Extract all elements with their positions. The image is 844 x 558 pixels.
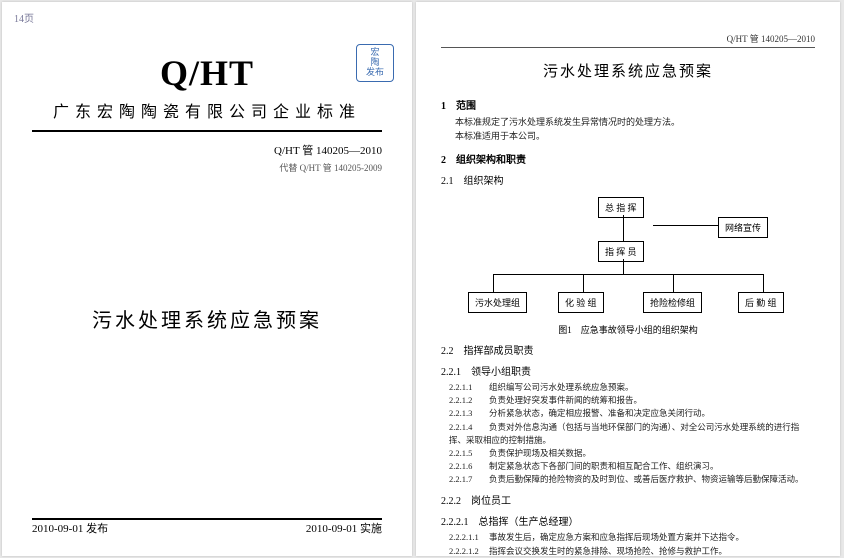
item-number: 2.2.1.3	[449, 407, 489, 420]
org-connector	[623, 259, 624, 274]
org-connector	[673, 274, 674, 292]
section-2-2-heading: 2.2 指挥部成员职责	[441, 342, 815, 357]
section-2-2-1-list: 2.2.1.1组织编写公司污水处理系统应急预案。2.2.1.2负责处理好突发事件…	[441, 381, 815, 486]
list-item: 2.2.1.6制定紧急状态下各部门间的职责和相互配合工作、组织演习。	[449, 460, 815, 473]
item-number: 2.2.1.4	[449, 421, 489, 434]
content-title: 污水处理系统应急预案	[441, 60, 815, 81]
list-item: 2.2.2.1.1事故发生后，确定应急方案和应急指挥后现场处置方案并下达指令。	[449, 531, 815, 544]
company-standard-title: 广东宏陶陶瓷有限公司企业标准	[32, 98, 382, 132]
org-box-repair: 抢险检修组	[643, 292, 702, 313]
cover-footer: 2010-09-01 发布 2010-09-01 实施	[32, 518, 382, 536]
org-box-sewage: 污水处理组	[468, 292, 527, 313]
item-number: 2.2.1.5	[449, 447, 489, 460]
item-text: 组织编写公司污水处理系统应急预案。	[489, 382, 634, 392]
org-chart: 总 指 挥 网络宣传 指 挥 员 污水处理组 化 验 组 抢险检修组 后 勤 组	[458, 197, 798, 317]
section-2-2-2-heading: 2.2.2 岗位员工	[441, 492, 815, 507]
document-title: 污水处理系统应急预案	[32, 304, 382, 333]
list-item: 2.2.1.3分析紧急状态，确定相应报警、准备和决定应急关闭行动。	[449, 407, 815, 420]
stamp-line3: 发布	[366, 68, 384, 78]
effective-date: 2010-09-01 实施	[306, 520, 382, 536]
document-number: Q/HT 管 140205—2010	[32, 142, 382, 158]
list-item: 2.2.1.5负责保护现场及相关数据。	[449, 447, 815, 460]
section-2-2-2-1-list: 2.2.2.1.1事故发生后，确定应急方案和应急指挥后现场处置方案并下达指令。2…	[441, 531, 815, 556]
page-header: Q/HT 管 140205—2010	[441, 32, 815, 48]
item-number: 2.2.1.2	[449, 394, 489, 407]
org-box-director: 指 挥 员	[598, 241, 644, 262]
section-1-text2: 本标准适用于本公司。	[455, 130, 815, 144]
org-box-logistics: 后 勤 组	[738, 292, 784, 313]
org-connector	[623, 215, 624, 241]
cover-page: 14页 宏 陶 发布 Q/HT 广东宏陶陶瓷有限公司企业标准 Q/HT 管 14…	[2, 2, 412, 556]
item-text: 负责对外信息沟通（包括与当地环保部门的沟通）、对全公司污水处理系统的进行指挥、采…	[449, 422, 799, 445]
section-2-2-2-1-heading: 2.2.2.1 总指挥（生产总经理）	[441, 513, 815, 528]
item-text: 指挥会议交换发生时的紧急排除、现场抢险、抢修与救护工作。	[489, 546, 727, 556]
org-connector	[493, 274, 494, 292]
org-connector	[493, 274, 763, 275]
org-connector	[653, 225, 718, 226]
issue-date: 2010-09-01 发布	[32, 520, 108, 536]
standard-logo: Q/HT	[32, 52, 382, 94]
list-item: 2.2.2.1.2指挥会议交换发生时的紧急排除、现场抢险、抢修与救护工作。	[449, 545, 815, 556]
item-number: 2.2.1.7	[449, 473, 489, 486]
item-text: 事故发生后，确定应急方案和应急指挥后现场处置方案并下达指令。	[489, 532, 744, 542]
list-item: 2.2.1.2负责处理好突发事件新闻的统筹和报告。	[449, 394, 815, 407]
item-number: 2.2.1.1	[449, 381, 489, 394]
item-text: 制定紧急状态下各部门间的职责和相互配合工作、组织演习。	[489, 461, 719, 471]
section-1-text1: 本标准规定了污水处理系统发生异常情况时的处理方法。	[455, 116, 815, 130]
org-box-commander: 总 指 挥	[598, 197, 644, 218]
org-connector	[763, 274, 764, 292]
item-text: 负责后勤保障的抢险物资的及时到位、或善后医疗救护、物资运输等后勤保障活动。	[489, 474, 804, 484]
section-1-heading: 1 范围	[441, 97, 815, 112]
page-number-tag: 14页	[14, 10, 34, 25]
item-number: 2.2.1.6	[449, 460, 489, 473]
org-box-lab: 化 验 组	[558, 292, 604, 313]
item-text: 负责保护现场及相关数据。	[489, 448, 591, 458]
item-text: 分析紧急状态，确定相应报警、准备和决定应急关闭行动。	[489, 408, 710, 418]
item-text: 负责处理好突发事件新闻的统筹和报告。	[489, 395, 642, 405]
org-connector	[583, 274, 584, 292]
item-number: 2.2.2.1.1	[449, 531, 489, 544]
figure-caption: 图1 应急事故领导小组的组织架构	[441, 323, 815, 336]
section-2-1-heading: 2.1 组织架构	[441, 172, 815, 187]
section-2-heading: 2 组织架构和职责	[441, 151, 815, 166]
list-item: 2.2.1.1组织编写公司污水处理系统应急预案。	[449, 381, 815, 394]
item-number: 2.2.2.1.2	[449, 545, 489, 556]
list-item: 2.2.1.7负责后勤保障的抢险物资的及时到位、或善后医疗救护、物资运输等后勤保…	[449, 473, 815, 486]
org-box-network: 网络宣传	[718, 217, 768, 238]
list-item: 2.2.1.4负责对外信息沟通（包括与当地环保部门的沟通）、对全公司污水处理系统…	[449, 421, 815, 447]
approval-stamp: 宏 陶 发布	[356, 44, 394, 82]
section-2-2-1-heading: 2.2.1 领导小组职责	[441, 363, 815, 378]
content-page: Q/HT 管 140205—2010 污水处理系统应急预案 1 范围 本标准规定…	[416, 2, 840, 556]
document-supersedes: 代替 Q/HT 管 140205-2009	[32, 161, 382, 174]
